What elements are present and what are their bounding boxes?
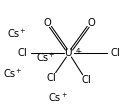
Text: +: + bbox=[16, 68, 21, 74]
Text: Cl: Cl bbox=[81, 75, 91, 85]
Text: 4-: 4- bbox=[76, 48, 83, 54]
Text: Cs: Cs bbox=[49, 93, 61, 103]
Text: +: + bbox=[20, 28, 25, 34]
Text: O: O bbox=[44, 18, 51, 28]
Text: Cs: Cs bbox=[37, 53, 49, 63]
Text: U: U bbox=[64, 48, 71, 58]
Text: +: + bbox=[49, 52, 54, 58]
Text: Cl: Cl bbox=[18, 48, 28, 58]
Text: Cl: Cl bbox=[47, 73, 57, 83]
Text: +: + bbox=[61, 92, 67, 98]
Text: Cs: Cs bbox=[8, 29, 20, 39]
Text: Cs: Cs bbox=[3, 69, 16, 79]
Text: O: O bbox=[87, 18, 95, 28]
Text: Cl: Cl bbox=[110, 48, 120, 58]
